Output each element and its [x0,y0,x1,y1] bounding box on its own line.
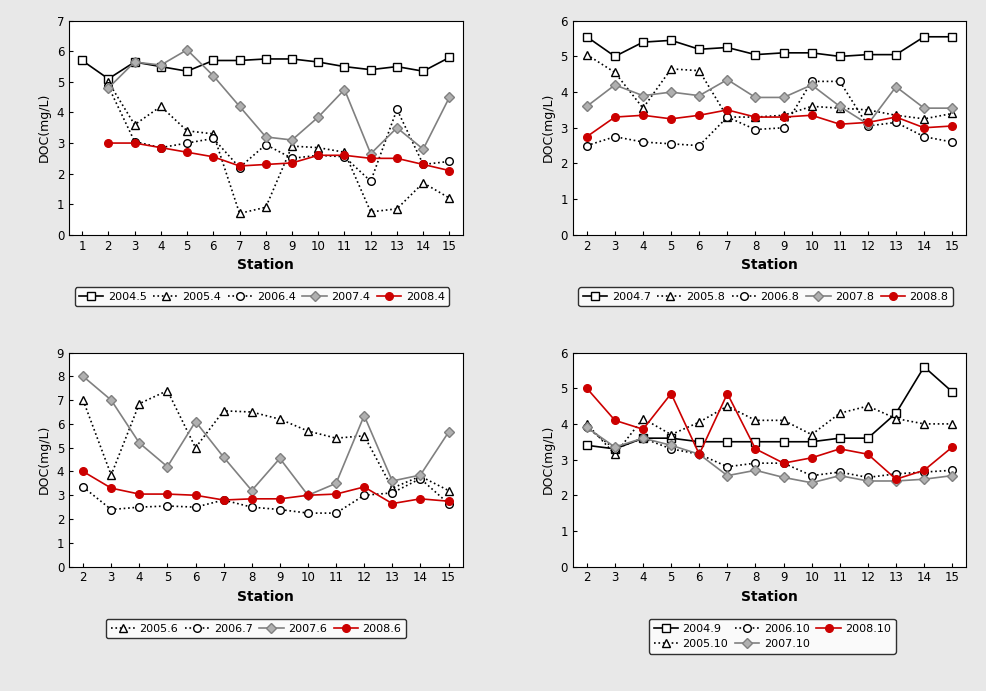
Y-axis label: DOC(mg/L): DOC(mg/L) [542,93,555,162]
X-axis label: Station: Station [741,590,798,604]
Legend: 2005.6, 2006.7, 2007.6, 2008.6: 2005.6, 2006.7, 2007.6, 2008.6 [106,619,406,638]
Y-axis label: DOC(mg/L): DOC(mg/L) [38,425,51,494]
X-axis label: Station: Station [741,258,798,272]
Y-axis label: DOC(mg/L): DOC(mg/L) [38,93,51,162]
X-axis label: Station: Station [238,258,294,272]
X-axis label: Station: Station [238,590,294,604]
Legend: 2004.9, 2005.10, 2006.10, 2007.10, 2008.10: 2004.9, 2005.10, 2006.10, 2007.10, 2008.… [649,619,895,654]
Y-axis label: DOC(mg/L): DOC(mg/L) [542,425,555,494]
Legend: 2004.5, 2005.4, 2006.4, 2007.4, 2008.4: 2004.5, 2005.4, 2006.4, 2007.4, 2008.4 [75,287,450,306]
Legend: 2004.7, 2005.8, 2006.8, 2007.8, 2008.8: 2004.7, 2005.8, 2006.8, 2007.8, 2008.8 [579,287,953,306]
